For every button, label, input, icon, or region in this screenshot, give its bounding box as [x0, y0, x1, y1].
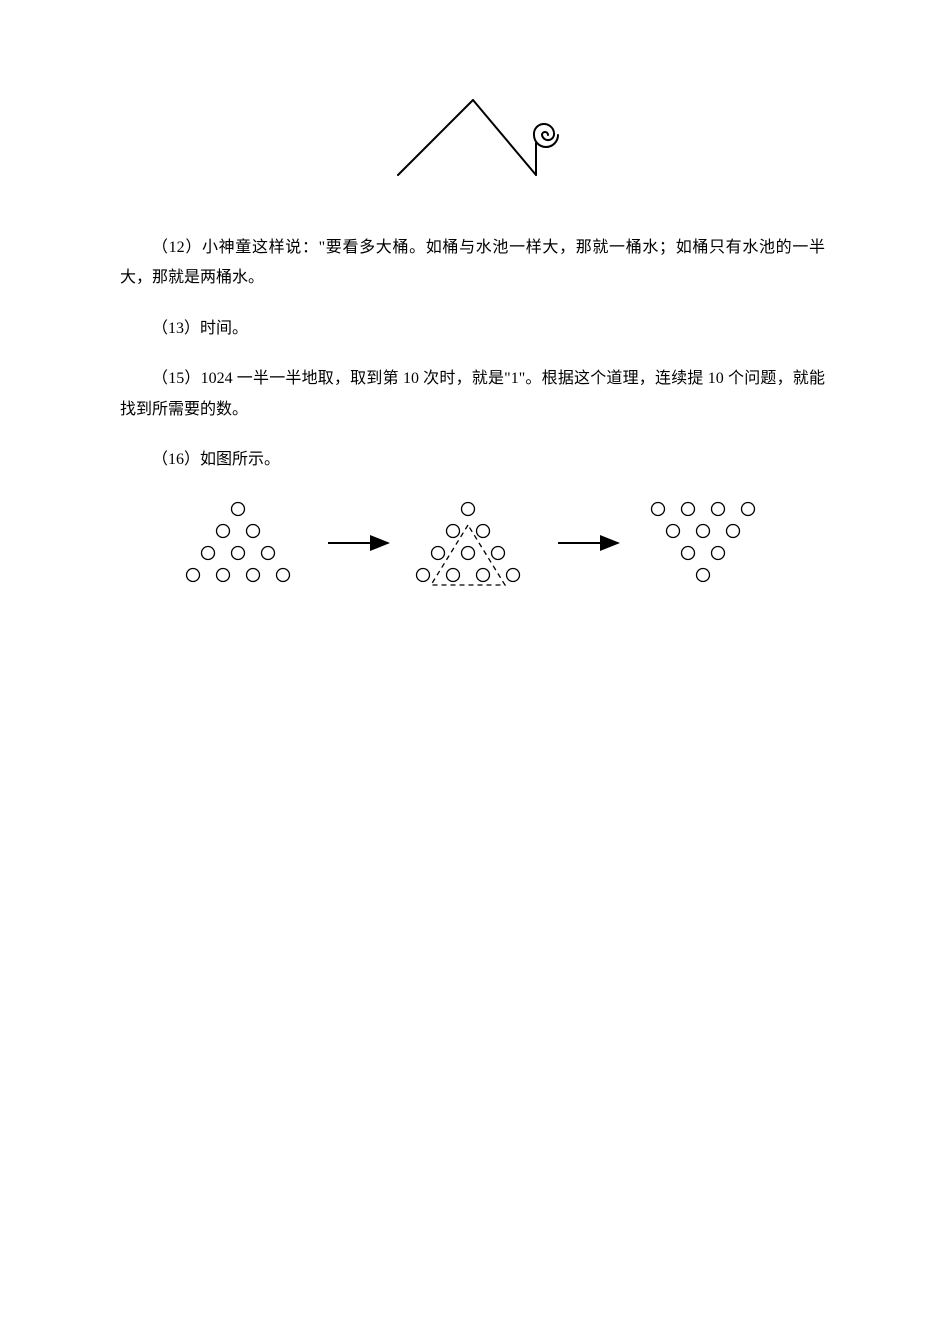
paragraph-15: （15）1024 一半一半地取，取到第 10 次时，就是"1"。根据这个道理，连…: [120, 364, 825, 425]
coins-svg: [153, 495, 793, 595]
coins-figure: [120, 495, 825, 595]
paragraph-12: （12）小神童这样说："要看多大桶。如桶与水池一样大，那就一桶水；如桶只有水池的…: [120, 233, 825, 294]
paragraph-16: （16）如图所示。: [120, 445, 825, 475]
paragraph-13: （13）时间。: [120, 314, 825, 344]
mountain-svg: [378, 95, 568, 185]
mountain-figure: [120, 95, 825, 185]
